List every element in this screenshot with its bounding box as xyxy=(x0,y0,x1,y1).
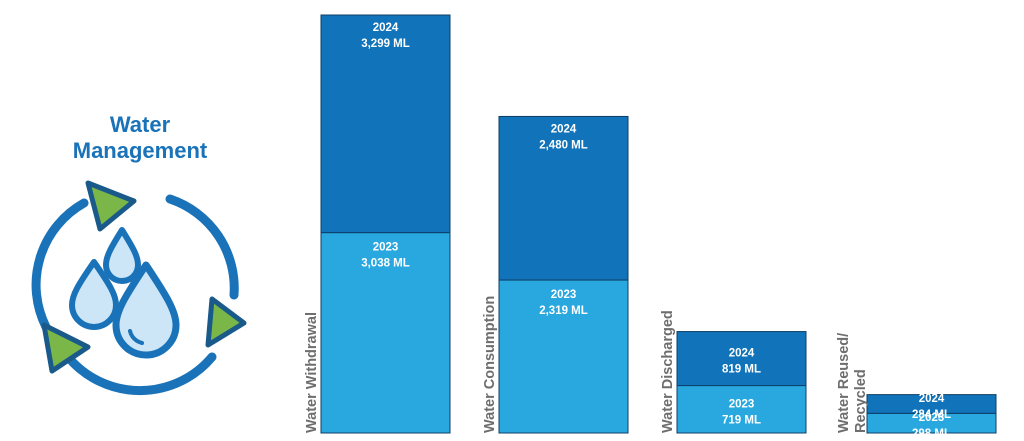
label-2024-value-2: 819 ML xyxy=(722,364,761,376)
category-label-line: Recycled xyxy=(853,369,869,433)
category-label-line: Water Withdrawal xyxy=(304,312,320,433)
label-2023-year-1: 2023 xyxy=(551,289,577,301)
category-label-2: Water Discharged xyxy=(660,310,676,433)
category-label-line: Water Reused/ xyxy=(836,333,852,433)
labels-layer: 2024 3,299 ML 2023 3,038 ML Water Withdrawal… xyxy=(304,22,951,440)
label-2024-year-0: 2024 xyxy=(373,22,399,34)
bar-2024-1 xyxy=(498,115,629,281)
bar-2024-2 xyxy=(676,331,807,387)
bar-2023-0 xyxy=(320,232,451,434)
title-line-1: Water xyxy=(109,112,171,137)
label-2024-value-1: 2,480 ML xyxy=(539,139,588,151)
label-2023-year-2: 2023 xyxy=(729,398,755,410)
label-2024-value-3: 284 ML xyxy=(912,409,951,421)
label-2024-year-1: 2024 xyxy=(551,123,577,135)
label-2024-year-3: 2024 xyxy=(919,393,945,405)
label-2023-value-2: 719 ML xyxy=(722,414,761,426)
label-2023-value-3: 298 ML xyxy=(912,428,951,440)
category-label-line: Water Consumption xyxy=(482,296,498,433)
category-label-1: Water Consumption xyxy=(482,296,498,433)
label-2023-year-3: 2023 xyxy=(919,412,945,424)
category-label-line: Water Discharged xyxy=(660,310,676,433)
label-2023-value-1: 2,319 ML xyxy=(539,305,588,317)
bar-2023-1 xyxy=(498,279,629,434)
label-2024-value-0: 3,299 ML xyxy=(361,38,410,50)
label-2023-year-0: 2023 xyxy=(373,242,399,254)
bar-2024-0 xyxy=(320,14,451,234)
page-title: Water Management xyxy=(40,112,240,164)
label-2024-year-2: 2024 xyxy=(729,348,755,360)
category-label-0: Water Withdrawal xyxy=(304,312,320,433)
bar-2024-3 xyxy=(866,394,997,414)
label-2023-value-0: 3,038 ML xyxy=(361,258,410,270)
bars-layer xyxy=(320,14,997,434)
title-line-2: Management xyxy=(72,138,208,163)
water-cycle-droplets-icon xyxy=(31,180,247,395)
category-label-3: Water Reused/Recycled xyxy=(836,333,869,433)
